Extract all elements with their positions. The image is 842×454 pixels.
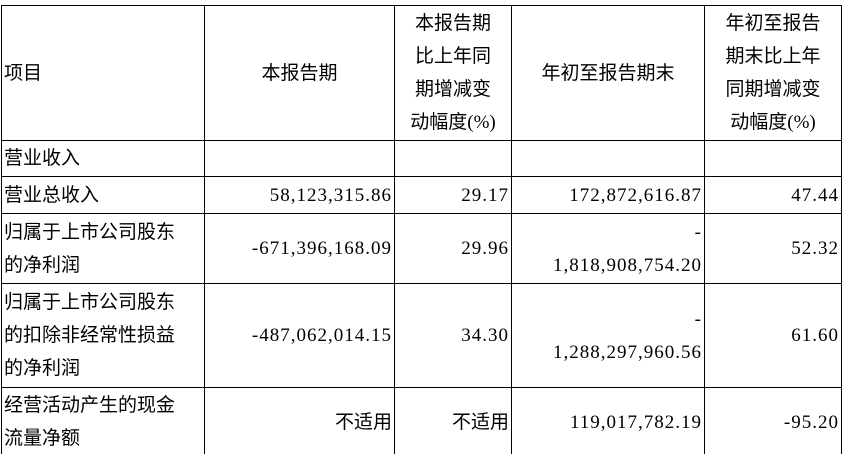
- table-row-operating-revenue: 营业收入: [1, 140, 842, 177]
- cell-ytd-change: 47.44: [704, 176, 842, 214]
- col-header-ytd: 年初至报告期末: [511, 5, 705, 141]
- cell-ytd-change: [704, 140, 842, 177]
- col-header-item: 项目: [1, 5, 205, 141]
- row-label: 营业总收入: [1, 176, 205, 214]
- row-label: 归属于上市公司股东 的净利润: [1, 213, 205, 284]
- col-header-current-period-change: 本报告期 比上年同 期增减变 动幅度(%): [394, 5, 512, 141]
- col-header-ytd-change: 年初至报告 期末比上年 同期增减变 动幅度(%): [704, 5, 842, 141]
- cell-current-period: [204, 140, 395, 177]
- cell-current-period-change: 29.17: [394, 176, 512, 214]
- cell-ytd: - 1,818,908,754.20: [511, 213, 705, 284]
- cell-current-period-change: 29.96: [394, 213, 512, 284]
- row-label: 归属于上市公司股东 的扣除非经常性损益 的净利润: [1, 283, 205, 388]
- table-row-net-profit-excl-nonrecurring: 归属于上市公司股东 的扣除非经常性损益 的净利润 -487,062,014.15…: [1, 283, 842, 388]
- cell-current-period: 不适用: [204, 387, 395, 454]
- cell-current-period-change: 不适用: [394, 387, 512, 454]
- cell-ytd: 172,872,616.87: [511, 176, 705, 214]
- cell-current-period-change: [394, 140, 512, 177]
- cell-current-period: -671,396,168.09: [204, 213, 395, 284]
- col-header-current-period: 本报告期: [204, 5, 395, 141]
- table-row-operating-cash-flow: 经营活动产生的现金 流量净额 不适用 不适用 119,017,782.19 -9…: [1, 387, 842, 454]
- cell-ytd-change: -95.20: [704, 387, 842, 454]
- cell-current-period: 58,123,315.86: [204, 176, 395, 214]
- header-row: 项目 本报告期 本报告期 比上年同 期增减变 动幅度(%) 年初至报告期末 年初…: [1, 5, 842, 141]
- cell-ytd-change: 52.32: [704, 213, 842, 284]
- table-row-net-profit: 归属于上市公司股东 的净利润 -671,396,168.09 29.96 - 1…: [1, 213, 842, 284]
- financial-table: 项目 本报告期 本报告期 比上年同 期增减变 动幅度(%) 年初至报告期末 年初…: [1, 5, 842, 454]
- cell-ytd: - 1,288,297,960.56: [511, 283, 705, 388]
- cell-current-period: -487,062,014.15: [204, 283, 395, 388]
- cell-ytd-change: 61.60: [704, 283, 842, 388]
- cell-ytd: [511, 140, 705, 177]
- row-label: 营业收入: [1, 140, 205, 177]
- cell-current-period-change: 34.30: [394, 283, 512, 388]
- cell-ytd: 119,017,782.19: [511, 387, 705, 454]
- table-row-total-operating-revenue: 营业总收入 58,123,315.86 29.17 172,872,616.87…: [1, 176, 842, 214]
- row-label: 经营活动产生的现金 流量净额: [1, 387, 205, 454]
